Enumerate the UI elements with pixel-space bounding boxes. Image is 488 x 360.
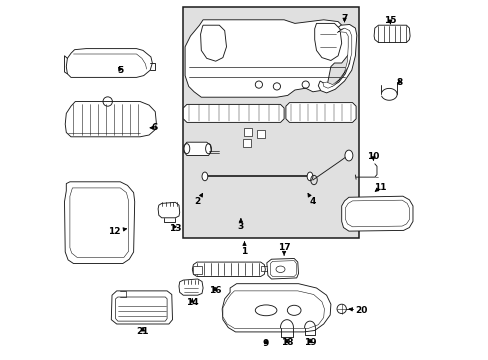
Polygon shape — [66, 49, 152, 77]
Bar — [257, 130, 264, 138]
Polygon shape — [314, 23, 341, 60]
Text: 3: 3 — [237, 219, 244, 231]
Polygon shape — [179, 279, 203, 295]
Polygon shape — [266, 258, 298, 279]
Text: 20: 20 — [348, 306, 367, 315]
Polygon shape — [70, 188, 128, 257]
Text: 4: 4 — [307, 193, 315, 206]
Text: 9: 9 — [263, 339, 269, 348]
Text: 10: 10 — [366, 152, 379, 161]
Text: 12: 12 — [107, 227, 126, 236]
Text: 8: 8 — [395, 77, 402, 86]
Bar — [242, 139, 250, 147]
Polygon shape — [185, 20, 348, 97]
Polygon shape — [270, 261, 296, 276]
Bar — [244, 128, 252, 136]
Bar — [182, 7, 358, 238]
Polygon shape — [115, 297, 167, 321]
Text: 2: 2 — [194, 193, 202, 206]
Text: 7: 7 — [341, 14, 347, 23]
Text: 15: 15 — [383, 16, 396, 25]
Polygon shape — [64, 182, 134, 264]
Polygon shape — [345, 200, 408, 227]
Text: 19: 19 — [303, 338, 316, 347]
Text: 1: 1 — [241, 242, 247, 256]
Polygon shape — [322, 28, 351, 88]
Polygon shape — [318, 24, 356, 93]
Bar — [193, 266, 202, 274]
Ellipse shape — [183, 144, 189, 154]
Text: 13: 13 — [169, 224, 181, 233]
Text: 14: 14 — [185, 298, 198, 307]
Polygon shape — [192, 262, 265, 276]
Polygon shape — [200, 25, 226, 61]
Text: 17: 17 — [277, 243, 290, 255]
Ellipse shape — [344, 150, 352, 161]
Polygon shape — [373, 25, 409, 42]
Text: 16: 16 — [208, 287, 221, 295]
Polygon shape — [183, 142, 211, 156]
Polygon shape — [65, 102, 156, 137]
Text: 18: 18 — [280, 338, 293, 347]
Polygon shape — [183, 104, 284, 122]
Polygon shape — [222, 284, 330, 332]
Text: 21: 21 — [137, 327, 149, 336]
Text: 11: 11 — [374, 183, 386, 192]
Ellipse shape — [306, 172, 312, 181]
Text: 6: 6 — [150, 123, 157, 132]
Text: 5: 5 — [117, 66, 123, 75]
Polygon shape — [285, 103, 355, 122]
Polygon shape — [111, 291, 172, 324]
Ellipse shape — [202, 172, 207, 181]
Polygon shape — [341, 196, 412, 231]
Polygon shape — [223, 291, 324, 328]
Polygon shape — [158, 202, 179, 218]
